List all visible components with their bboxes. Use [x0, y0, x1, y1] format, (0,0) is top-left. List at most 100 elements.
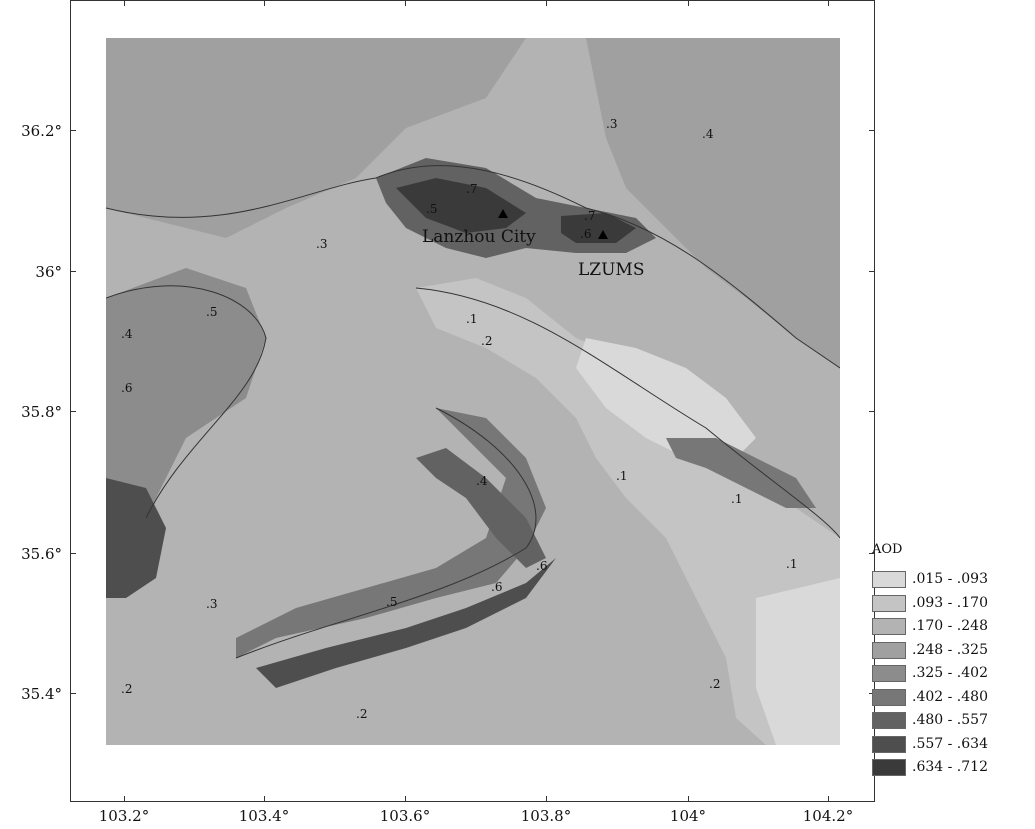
contour-line [106, 285, 267, 519]
aod-region-north [106, 38, 526, 238]
aod-region-lzums-core [561, 213, 636, 243]
legend-item: .480 - .557 [872, 712, 1035, 731]
contour-line [415, 287, 840, 539]
contour-line [235, 407, 537, 659]
legend-item: .402 - .480 [872, 688, 1035, 708]
legend-range-label: .480 - .557 [912, 712, 988, 728]
contour-line [106, 165, 840, 369]
y-tick-mark [70, 130, 76, 131]
x-tick-mark [688, 0, 689, 6]
contour-label: .5 [386, 595, 397, 609]
legend-item: .325 - .402 [872, 665, 1035, 684]
legend-range-label: .325 - .402 [912, 665, 988, 681]
contour-label: .2 [709, 677, 720, 691]
legend-swatch [872, 759, 906, 776]
contour-label: .1 [786, 557, 797, 571]
contour-label: .4 [476, 474, 488, 488]
y-tick-label: 35.8° [21, 403, 62, 421]
legend-range-label: .093 - .170 [912, 594, 988, 611]
x-tick-mark [405, 796, 406, 802]
contour-label: .1 [731, 492, 742, 506]
x-tick-mark [828, 0, 829, 6]
legend-range-label: .402 - .480 [912, 688, 988, 705]
y-tick-label: 36.2° [21, 122, 62, 140]
legend-swatch [872, 571, 906, 588]
contour-label: .4 [702, 127, 714, 141]
contour-label: .3 [316, 237, 327, 251]
aod-region-lanzhou-core [396, 178, 526, 233]
contour-label: .7 [466, 182, 477, 196]
contour-label: .5 [206, 305, 217, 319]
contour-label: .1 [466, 312, 477, 326]
contour-label: .4 [121, 327, 133, 341]
contour-label: .6 [580, 227, 591, 241]
contour-label: .3 [606, 117, 617, 131]
legend-item: .634 - .712 [872, 759, 1035, 778]
contour-label: .1 [616, 469, 627, 483]
contour-label: .6 [121, 381, 132, 395]
x-tick-label: 103.2° [98, 807, 150, 825]
legend-swatch [872, 735, 906, 753]
contour-label: .2 [356, 707, 367, 721]
x-tick-mark [828, 796, 829, 802]
legend-swatch [872, 712, 906, 729]
x-tick-label: 103.4° [238, 807, 290, 825]
legend-range-label: .634 - .712 [912, 759, 988, 775]
contour-label: .2 [121, 682, 132, 696]
legend-swatch [872, 665, 906, 682]
y-tick-mark [869, 553, 875, 554]
legend-swatch [872, 641, 906, 659]
legend-item: .557 - .634 [872, 735, 1035, 755]
legend-item: .170 - .248 [872, 618, 1035, 637]
x-tick-label: 104.2° [802, 807, 854, 825]
y-tick-mark [869, 130, 875, 131]
x-tick-mark [546, 796, 547, 802]
aod-region-east-band [666, 438, 816, 508]
x-tick-mark [264, 796, 265, 802]
x-tick-label: 103.8° [520, 807, 572, 825]
contour-label: .6 [536, 559, 547, 573]
legend-title: AOD [872, 542, 903, 557]
legend-swatch [872, 688, 906, 706]
legend-item: .015 - .093 [872, 571, 1035, 590]
legend-range-label: .170 - .248 [912, 618, 988, 634]
legend-swatch [872, 594, 906, 612]
legend-item: .093 - .170 [872, 594, 1035, 614]
aod-region-south-ridge [236, 408, 546, 658]
y-tick-mark [869, 411, 875, 412]
y-tick-label: 36° [35, 263, 62, 281]
legend-range-label: .248 - .325 [912, 641, 988, 658]
x-tick-label: 103.6° [379, 807, 431, 825]
y-tick-mark [70, 553, 76, 554]
legend-item: .248 - .325 [872, 641, 1035, 661]
aod-region-center-peak [416, 448, 546, 568]
x-tick-label: 104° [669, 807, 707, 825]
x-tick-mark [124, 0, 125, 6]
contour-label: .3 [206, 597, 217, 611]
aod-region-northeast [586, 38, 840, 368]
x-tick-mark [688, 796, 689, 802]
lanzhou-city-marker [498, 209, 508, 218]
aod-contour-map: Lanzhou City LZUMS .7 .7 .6 .5 .5 .1 .2 … [106, 38, 840, 745]
aod-region-valley [416, 278, 840, 745]
x-tick-mark [124, 796, 125, 802]
lzums-label: LZUMS [578, 260, 644, 280]
contour-label: .2 [481, 334, 492, 348]
x-tick-mark [546, 0, 547, 6]
aod-region-south-band [256, 558, 556, 688]
y-tick-mark [70, 411, 76, 412]
legend-range-label: .015 - .093 [912, 571, 988, 587]
aod-region-west [106, 268, 266, 558]
contour-label: .5 [426, 202, 437, 216]
x-tick-mark [264, 0, 265, 6]
contour-label: .7 [584, 209, 595, 223]
legend-range-label: .557 - .634 [912, 735, 988, 752]
contour-label: .6 [491, 580, 502, 594]
y-tick-label: 35.6° [21, 545, 62, 563]
lanzhou-city-label: Lanzhou City [422, 227, 536, 247]
y-tick-mark [70, 271, 76, 272]
aod-region-southeast-low [756, 578, 840, 745]
lzums-marker [598, 230, 608, 239]
y-tick-label: 35.4° [21, 685, 62, 703]
legend-swatch [872, 618, 906, 635]
